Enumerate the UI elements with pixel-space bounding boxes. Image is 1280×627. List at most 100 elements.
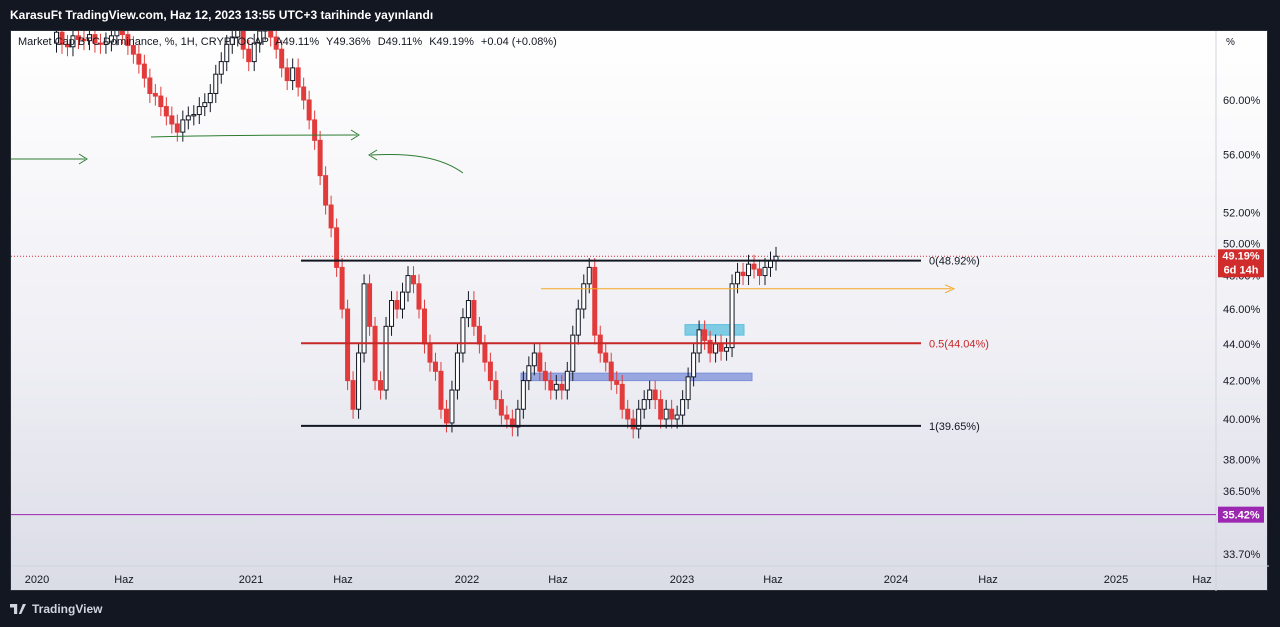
candle-body <box>614 380 620 385</box>
symbol-legend[interactable]: Market Cap BTC Dominance, %, 1H, CRYPTOC… <box>18 36 561 48</box>
candle-body <box>213 73 219 94</box>
candle-body <box>702 329 708 341</box>
candle-body <box>218 61 224 75</box>
candle-body <box>553 383 559 391</box>
candle-body <box>625 408 631 420</box>
candle-body <box>400 291 406 310</box>
candle-body <box>674 414 680 420</box>
candle-body <box>284 67 290 82</box>
candle-body <box>125 34 131 47</box>
candle-body <box>235 31 241 38</box>
candle-body <box>669 408 675 420</box>
last-price-badge <box>1218 249 1264 278</box>
arrow-top-head <box>350 129 360 141</box>
candle-body <box>707 339 713 354</box>
x-tick-label: 2022 <box>455 574 479 586</box>
candle-body <box>493 380 499 401</box>
x-tick-label: Haz <box>548 574 568 586</box>
candle-body <box>619 383 625 410</box>
tradingview-logo[interactable]: TradingView <box>10 602 102 616</box>
candle-body <box>317 139 323 177</box>
candle-body <box>334 227 340 268</box>
candle-body <box>158 95 164 108</box>
candle-body <box>191 114 197 117</box>
zone-purple <box>520 372 753 382</box>
y-tick-label: 60.00% <box>1223 95 1261 107</box>
y-tick-label: 33.70% <box>1223 549 1261 561</box>
candle-body <box>443 408 449 424</box>
candle-body <box>405 275 411 293</box>
candle-body <box>312 119 318 141</box>
candle-body <box>487 361 493 382</box>
candle-body <box>421 308 427 345</box>
last-price-label: 49.19% <box>1222 250 1260 262</box>
candle-body <box>378 380 384 391</box>
candle-body <box>306 99 312 121</box>
x-tick-label: 2020 <box>25 574 49 586</box>
candle-body <box>75 35 81 40</box>
candle-body <box>130 45 136 55</box>
candle-body <box>394 300 400 310</box>
chart-frame[interactable]: %60.00%56.00%52.00%50.00%48.00%46.00%44.… <box>10 30 1269 592</box>
candle-body <box>740 271 746 277</box>
x-tick-label: Haz <box>114 574 134 586</box>
candle-body <box>323 175 329 206</box>
candle-body <box>768 260 774 268</box>
candle-body <box>729 283 735 349</box>
candle-body <box>268 31 274 38</box>
candle-body <box>328 204 334 229</box>
candle-body <box>652 389 658 401</box>
y-tick-label: 40.00% <box>1223 414 1261 426</box>
candle-body <box>64 43 70 48</box>
candle-body <box>603 352 609 363</box>
candle-body <box>202 102 208 108</box>
arrow-top <box>150 134 358 138</box>
candle-body <box>81 38 87 42</box>
zone-cyan <box>684 324 745 336</box>
price-chart[interactable]: %60.00%56.00%52.00%50.00%48.00%46.00%44.… <box>11 31 1269 592</box>
candle-body <box>718 343 724 352</box>
candle-body <box>515 408 521 428</box>
candle-body <box>647 389 653 401</box>
candle-body <box>224 43 230 63</box>
candle-body <box>663 408 669 420</box>
candle-body <box>229 36 235 45</box>
curved-arrow <box>370 154 464 174</box>
candle-body <box>520 380 526 410</box>
candle-body <box>279 48 285 69</box>
candle-body <box>152 92 158 97</box>
brand-label: TradingView <box>32 602 103 616</box>
countdown-label: 6d 14h <box>1224 264 1259 276</box>
y-tick-label: 36.50% <box>1223 486 1261 498</box>
candle-body <box>460 317 466 354</box>
candle-body <box>416 283 422 310</box>
candle-body <box>696 329 702 354</box>
candle-body <box>608 361 614 382</box>
candle-body <box>454 352 460 391</box>
candle-body <box>339 266 345 310</box>
legend-high: Y49.36% <box>325 36 371 48</box>
candle-body <box>746 263 752 277</box>
fib-level-label: 0(48.92%) <box>929 256 980 268</box>
candle-body <box>564 370 570 391</box>
candle-body <box>762 266 768 277</box>
candle-body <box>169 115 175 125</box>
tradingview-icon <box>10 604 26 614</box>
candle-body <box>526 365 532 382</box>
candle-body <box>504 414 510 420</box>
candle-body <box>273 36 279 50</box>
candle-body <box>53 31 59 44</box>
purple-level-label: 35.42% <box>1222 510 1260 522</box>
candle-body <box>372 325 378 382</box>
legend-change: +0.04 (+0.08%) <box>480 36 557 48</box>
candle-body <box>630 418 636 430</box>
candle-body <box>658 399 664 420</box>
purple-level-badge <box>1218 506 1264 523</box>
candle-body <box>240 31 246 50</box>
candle-body <box>581 283 587 310</box>
candle-body <box>356 352 362 410</box>
candle-body <box>114 31 120 37</box>
candle-body <box>367 283 373 327</box>
candle-body <box>724 347 730 352</box>
candle-body <box>59 31 65 45</box>
